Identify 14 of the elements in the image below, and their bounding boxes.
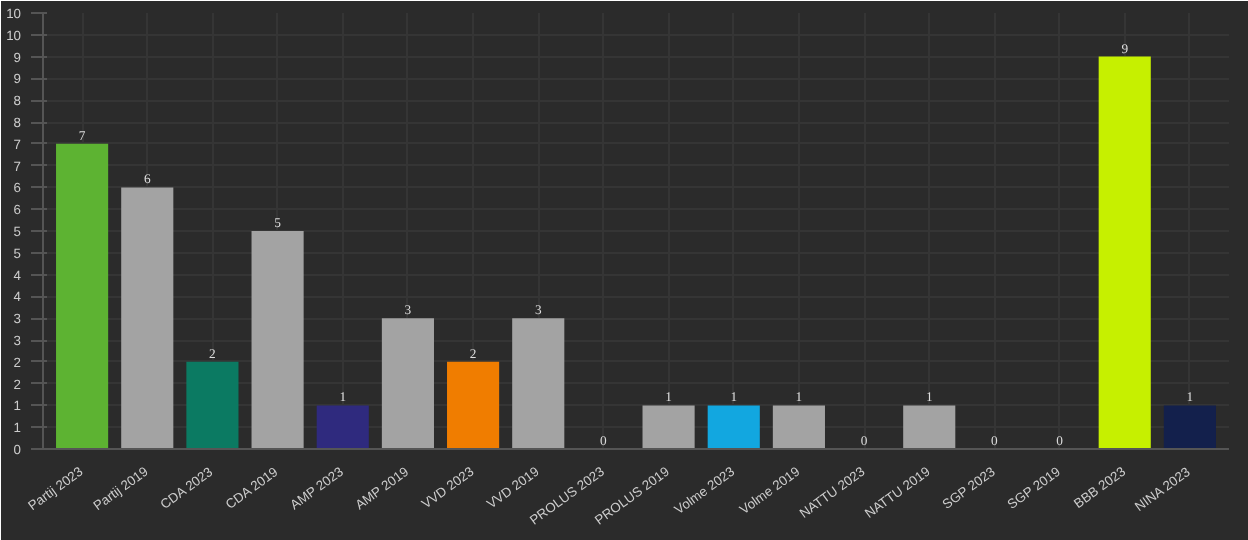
bar	[1098, 56, 1151, 449]
bar	[707, 405, 760, 449]
bar	[316, 405, 369, 449]
bar	[56, 143, 109, 449]
bar	[512, 318, 565, 449]
bar	[186, 361, 239, 449]
bar	[447, 361, 500, 449]
bar	[642, 405, 695, 449]
bar	[903, 405, 956, 449]
bar	[251, 231, 304, 449]
bar	[772, 405, 825, 449]
bar	[381, 318, 434, 449]
bar	[1163, 405, 1216, 449]
bar	[121, 187, 174, 449]
